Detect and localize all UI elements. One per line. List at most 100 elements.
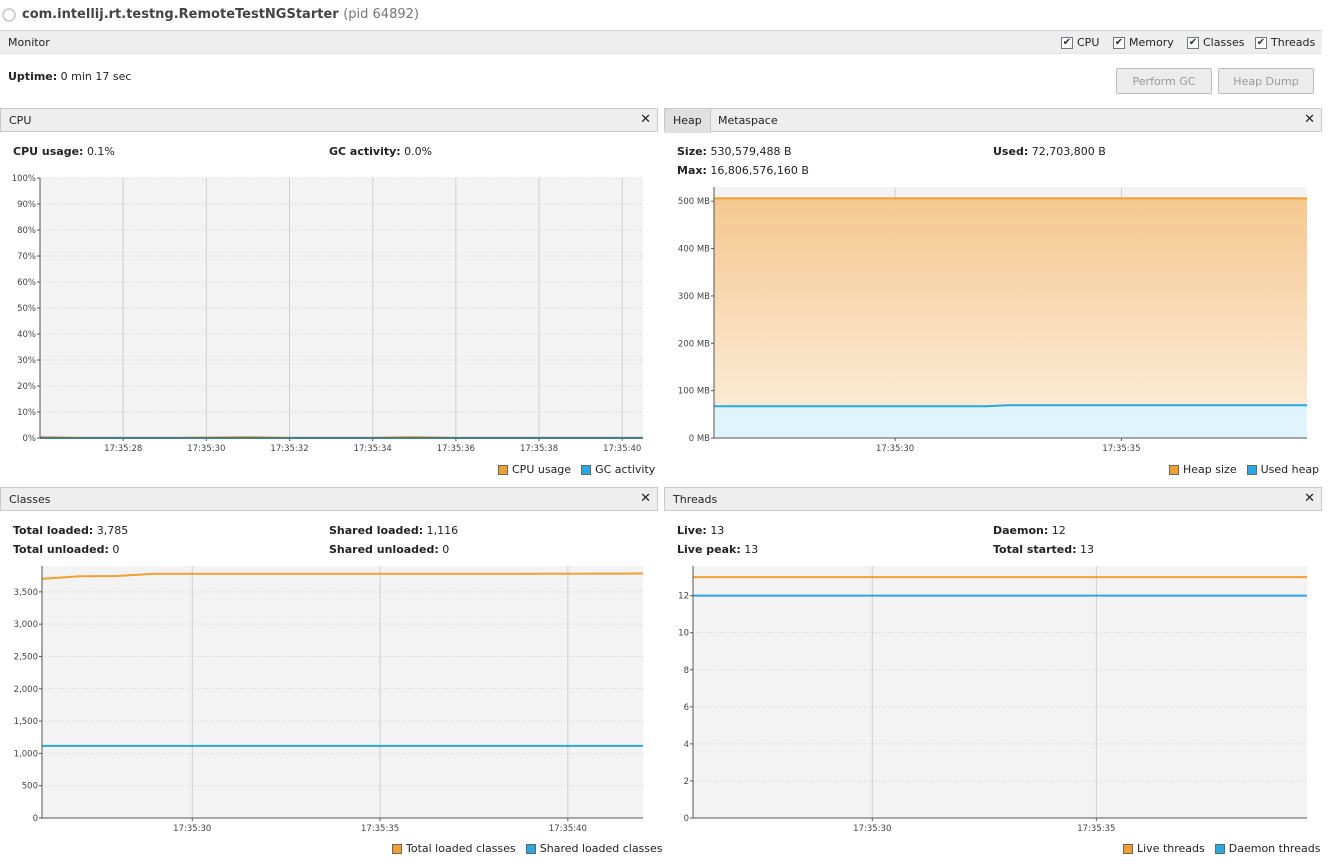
heap-dump-button[interactable]: Heap Dump [1218,68,1314,94]
heap-size-swatch [1169,464,1179,475]
x-tick-label: 17:35:30 [876,444,914,454]
y-tick-label: 1,500 [14,717,38,727]
total-loaded-label: Total loaded: [13,524,94,537]
classes-chart: 0 500 1,000 1,500 2,000 2,500 3,000 3,500 17:35:… [14,566,644,834]
plot-area [40,178,643,438]
heap-used-label: Used: [993,145,1029,158]
tab-metaspace[interactable]: Metaspace [718,114,778,127]
y-tick-label: 40% [17,330,36,340]
y-tick-label: 4 [684,740,689,750]
total-unloaded-value: 0 [112,543,120,556]
total-unloaded-stat: Total unloaded: 0 [13,543,119,556]
shared-loaded-swatch [525,843,536,854]
x-tick-label: 17:35:36 [437,444,475,454]
y-tick-label: 0% [23,434,37,444]
classes-checkbox-label: Classes [1203,36,1245,49]
tab-heap[interactable]: Heap [665,109,711,133]
checkbox-icon: ✔ [1113,36,1125,49]
checkbox-icon: ✔ [1061,36,1073,49]
y-tick-label: 0 [33,814,38,824]
daemon-label: Daemon: [993,524,1049,537]
perform-gc-button[interactable]: Perform GC [1116,68,1212,94]
threads-panel: Threads ✕ Live: 13 Daemon: 12 Live peak:… [664,487,1322,864]
legend-daemon-threads: Daemon threads [1228,842,1321,855]
threads-checkbox[interactable]: ✔ Threads [1255,36,1315,49]
legend-cpu-usage: CPU usage [512,463,572,476]
x-tick-label: 17:35:35 [361,824,399,834]
series-area-heap-size [714,198,1307,438]
close-icon[interactable]: ✕ [1304,112,1315,127]
total-unloaded-label: Total unloaded: [13,543,109,556]
shared-unloaded-value: 0 [442,543,450,556]
memory-checkbox[interactable]: ✔ Memory [1113,36,1174,49]
y-tick-label: 10 [678,629,689,639]
close-icon[interactable]: ✕ [1304,491,1315,506]
legend-used-heap: Used heap [1260,463,1320,476]
y-tick-label: 6 [684,703,689,713]
x-tick-label: 17:35:34 [354,444,392,454]
classes-legend: Total loaded classes Shared loaded class… [392,842,663,855]
y-tick-label: 90% [17,200,36,210]
total-started-label: Total started: [993,543,1077,556]
y-tick-label: 3,500 [14,588,38,598]
cpu-checkbox-label: CPU [1077,36,1100,49]
y-tick-label: 20% [17,382,36,392]
y-tick-label: 200 MB [678,339,710,349]
title-bar: com.intellij.rt.testng.RemoteTestNGStart… [0,0,1332,30]
daemon-threads-stat: Daemon: 12 [993,524,1066,537]
uptime: Uptime: 0 min 17 sec [8,70,131,83]
x-tick-label: 17:35:40 [549,824,587,834]
heap-chart: 0 MB 100 MB 200 MB 300 MB 400 MB 500 MB 17:35:… [678,187,1307,454]
y-tick-label: 500 [22,782,38,792]
cpu-usage-value: 0.1% [86,145,115,158]
cpu-checkbox[interactable]: ✔ CPU [1061,36,1099,49]
y-tick-label: 12 [678,592,689,602]
x-tick-label: 17:35:30 [853,824,891,834]
heap-max-stat: Max: 16,806,576,160 B [677,164,809,177]
live-label: Live: [677,524,707,537]
heap-max-label: Max: [677,164,707,177]
threads-legend: Live threads Daemon threads [1123,842,1320,855]
series-line-total-loaded-classes [41,572,644,580]
memory-panel-header: Heap Metaspace ✕ [664,108,1322,133]
process-title: com.intellij.rt.testng.RemoteTestNGStart… [22,7,419,22]
y-tick-label: 500 MB [678,197,710,207]
series-area-used-heap [714,405,1307,438]
y-tick-label: 0 [684,814,689,824]
total-loaded-value: 3,785 [96,524,129,537]
classes-checkbox[interactable]: ✔ Classes [1187,36,1244,49]
daemon-value: 12 [1051,524,1066,537]
process-pid: (pid 64892) [343,7,419,22]
y-tick-label: 10% [17,408,36,418]
heap-used-stat: Used: 72,703,800 B [993,145,1106,158]
y-tick-label: 100% [12,174,36,184]
y-tick-label: 100 MB [678,387,710,397]
live-peak-label: Live peak: [677,543,741,556]
y-tick-label: 8 [684,666,689,676]
gc-activity-value: 0.0% [404,145,433,158]
y-tick-label: 1,000 [14,749,38,759]
shared-unloaded-label: Shared unloaded: [329,543,439,556]
total-started-value: 13 [1080,543,1095,556]
gc-activity-stat: GC activity: 0.0% [329,145,432,158]
live-peak-stat: Live peak: 13 [677,543,758,556]
y-tick-label: 3,000 [14,620,38,630]
heap-used-value: 72,703,800 B [1031,145,1106,158]
heap-legend: Heap size Used heap [1169,463,1319,476]
uptime-value: 0 min 17 sec [60,70,132,83]
classes-panel-title: Classes [9,493,51,506]
y-tick-label: 80% [17,226,36,236]
y-tick-label: 2,500 [14,652,38,662]
close-icon[interactable]: ✕ [640,112,651,127]
heap-size-stat: Size: 530,579,488 B [677,145,792,158]
live-threads-stat: Live: 13 [677,524,724,537]
total-loaded-swatch [392,843,402,854]
y-tick-label: 70% [17,252,36,262]
shared-loaded-stat: Shared loaded: 1,116 [329,524,458,537]
series-line-used-heap [714,404,1307,408]
y-tick-label: 2,000 [14,685,38,695]
daemon-threads-swatch [1214,843,1225,854]
shared-loaded-value: 1,116 [426,524,459,537]
checkbox-icon: ✔ [1255,36,1267,49]
close-icon[interactable]: ✕ [640,491,651,506]
